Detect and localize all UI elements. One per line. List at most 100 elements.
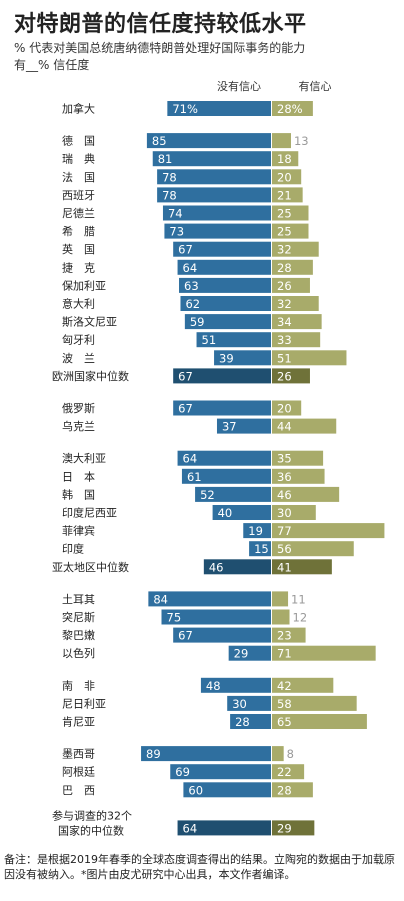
value-label-yes: 13: [294, 134, 309, 148]
chart-subtitle: % 代表对美国总统唐纳德特朗普处理好国际事务的能力 有__% 信任度: [14, 40, 394, 74]
row-label: 希 腊: [62, 224, 95, 238]
row-label: 墨西哥: [62, 748, 95, 761]
value-label-yes: 26: [277, 279, 292, 293]
value-label-yes: 22: [277, 765, 292, 779]
value-label-no: 64: [183, 821, 198, 835]
bar-confidence: [272, 187, 303, 203]
value-label-yes: 28: [277, 783, 292, 797]
bar-no-confidence: [161, 609, 271, 625]
value-label-no: 15: [254, 542, 269, 556]
row-label: 以色列: [62, 646, 95, 660]
value-label-yes: 23: [277, 629, 292, 643]
bar-confidence: [272, 541, 354, 557]
row-label: 肯尼亚: [62, 716, 95, 729]
row-label: 菲律宾: [62, 524, 95, 538]
row-label: 波 兰: [62, 352, 95, 365]
bar-no-confidence: [183, 782, 271, 798]
value-label-no: 78: [162, 188, 177, 202]
value-label-yes: 58: [277, 697, 292, 711]
row-label: 韩 国: [62, 487, 95, 501]
bar-no-confidence: [203, 559, 271, 575]
row-label: 斯洛文尼亚: [62, 315, 117, 329]
bar-confidence: [272, 468, 325, 484]
bar-confidence: [272, 169, 302, 185]
bar-confidence: [272, 151, 299, 167]
value-label-no: 89: [146, 747, 161, 761]
value-label-no: 67: [178, 243, 193, 257]
row-label: 尼日利亚: [62, 697, 106, 710]
bar-no-confidence: [173, 400, 271, 416]
value-label-yes: 21: [277, 188, 292, 202]
row-label: 尼德兰: [62, 206, 95, 220]
value-label-no: 48: [206, 679, 221, 693]
legend-confidence: 有信心: [299, 79, 332, 93]
value-label-no: 84: [153, 592, 168, 606]
value-label-yes: 29: [277, 821, 292, 835]
value-label-yes: 30: [277, 506, 292, 520]
row-label: 南 非: [62, 679, 95, 692]
bar-no-confidence: [141, 746, 271, 762]
bar-no-confidence: [177, 450, 271, 466]
row-label: 捷 克: [62, 260, 95, 274]
bar-no-confidence: [179, 277, 271, 293]
bar-confidence: [272, 314, 322, 330]
bar-no-confidence: [173, 368, 271, 384]
bar-confidence: [272, 101, 313, 116]
bar-no-confidence: [227, 695, 271, 711]
bar-confidence: [272, 450, 324, 466]
value-label-no: 64: [183, 452, 198, 466]
value-label-no: 40: [218, 506, 233, 520]
bar-confidence: [272, 627, 306, 643]
bar-no-confidence: [212, 505, 271, 520]
value-label-no: 69: [175, 765, 190, 779]
bar-no-confidence: [157, 187, 271, 203]
row-label: 保加利亚: [62, 278, 106, 292]
value-label-yes: 65: [277, 715, 292, 729]
bar-no-confidence: [152, 151, 271, 167]
bar-confidence: [272, 223, 309, 239]
value-label-yes: 36: [277, 470, 292, 484]
value-label-yes: 11: [291, 592, 306, 606]
row-label: 德 国: [62, 134, 95, 148]
value-label-yes: 34: [277, 315, 292, 329]
bar-no-confidence: [177, 259, 271, 275]
value-label-yes: 28: [277, 261, 292, 275]
row-label: 参与调查的32个: [52, 808, 132, 822]
bar-no-confidence: [167, 101, 271, 116]
footnote: 备注：是根据2019年春季的全球态度调查得出的结果。立陶宛的数据由于加载原因没有…: [4, 853, 395, 881]
bar-no-confidence: [216, 418, 271, 434]
value-label-no: 67: [178, 402, 193, 416]
value-label-no: 28: [235, 715, 250, 729]
bar-confidence: [272, 559, 332, 575]
bar-confidence: [272, 820, 315, 836]
value-label-no: 52: [200, 488, 215, 502]
value-label-yes: 25: [277, 207, 292, 221]
value-label-no: 51: [202, 333, 217, 347]
value-label-yes: 71: [277, 647, 292, 661]
bar-confidence: [272, 241, 319, 257]
value-label-no: 37: [222, 420, 237, 434]
bar-confidence: [272, 350, 347, 366]
value-label-no: 74: [168, 207, 183, 221]
value-label-no: 64: [183, 261, 198, 275]
row-label: 瑞 典: [62, 152, 95, 166]
bar-no-confidence: [177, 820, 271, 836]
row-label: 亚太地区中位数: [52, 560, 129, 574]
value-label-no: 59: [190, 315, 205, 329]
subtitle-line-2: 有__% 信任度: [14, 58, 90, 72]
bar-confidence: [272, 695, 357, 711]
bar-confidence: [272, 400, 302, 416]
bar-confidence: [272, 277, 310, 293]
legend-no-confidence: 没有信心: [217, 79, 261, 93]
value-label-no: 67: [178, 369, 193, 383]
bar-no-confidence: [184, 314, 271, 330]
bar-confidence: [272, 645, 376, 661]
value-label-yes: 42: [277, 679, 292, 693]
value-label-yes: 32: [277, 297, 292, 311]
bar-confidence: [272, 523, 385, 539]
value-label-yes: 20: [277, 402, 292, 416]
value-label-yes: 33: [277, 333, 292, 347]
bar-no-confidence: [170, 764, 271, 780]
value-label-yes: 32: [277, 243, 292, 257]
